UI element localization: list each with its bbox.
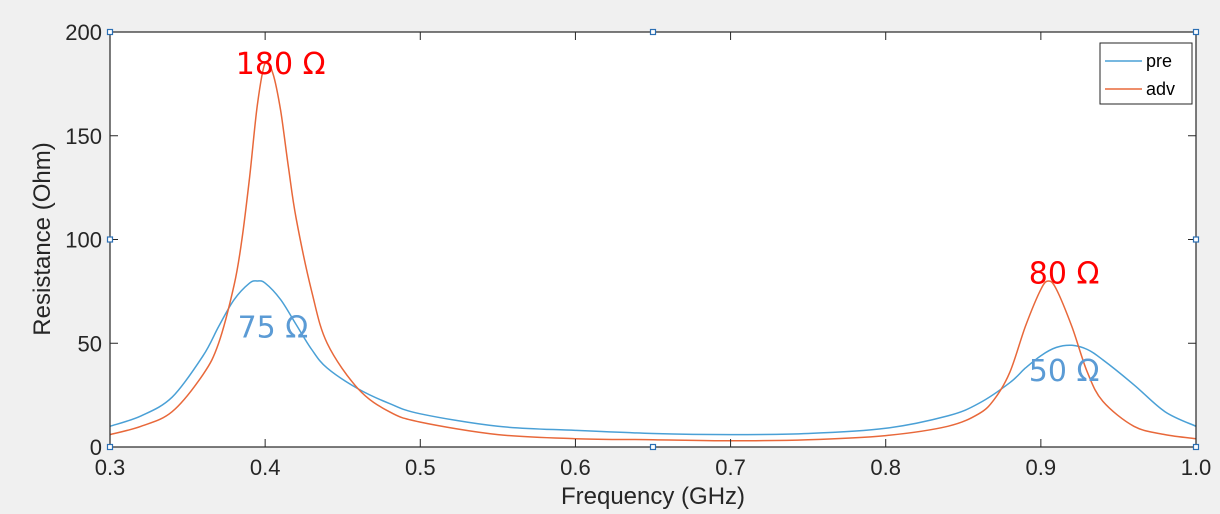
peak-annotation: 75 Ω — [238, 311, 309, 346]
y-tick-label: 100 — [65, 228, 102, 253]
resize-handle[interactable] — [649, 28, 657, 36]
selection-handles[interactable] — [106, 28, 1200, 451]
y-tick-label: 200 — [65, 20, 102, 45]
x-tick-label: 0.6 — [560, 455, 591, 480]
x-tick-label: 0.8 — [870, 455, 901, 480]
resize-handle[interactable] — [1192, 236, 1200, 243]
y-tick-label: 50 — [78, 331, 102, 356]
resize-handle[interactable] — [106, 28, 114, 36]
x-tick-label: 0.5 — [405, 455, 436, 480]
y-tick-label: 0 — [90, 435, 102, 460]
legend-label-adv: adv — [1146, 79, 1175, 99]
peak-annotation: 50 Ω — [1029, 354, 1100, 389]
peak-annotation: 180 Ω — [236, 47, 326, 82]
x-axis-label: Frequency (GHz) — [561, 483, 745, 510]
series-layer — [109, 60, 1197, 442]
x-tick-label: 0.3 — [95, 455, 126, 480]
y-tick-label: 150 — [65, 124, 102, 149]
legend-label-pre: pre — [1146, 51, 1172, 71]
y-axis-label: Resistance (Ohm) — [29, 142, 56, 335]
peak-annotation: 80 Ω — [1029, 257, 1100, 292]
x-tick-label: 0.4 — [250, 455, 281, 480]
x-tick-label: 1.0 — [1181, 455, 1212, 480]
x-tick-label: 0.9 — [1026, 455, 1057, 480]
x-tick-label: 0.7 — [715, 455, 746, 480]
resize-handle[interactable] — [1192, 28, 1200, 36]
resize-handle[interactable] — [106, 236, 114, 243]
series-line-adv — [109, 60, 1197, 442]
resize-handle[interactable] — [106, 443, 114, 451]
ticks-layer: 0.3 0.4 0.5 0.6 0.7 0.8 0.9 1.0 0 50 100 150 200 — [65, 20, 1211, 480]
series-line-pre — [109, 280, 1197, 436]
legend-box — [1099, 42, 1193, 105]
annotations-layer: 180 Ω 75 Ω 80 Ω 50 Ω — [236, 47, 1100, 389]
resize-handle[interactable] — [1192, 443, 1200, 451]
legend[interactable]: pre adv — [1099, 42, 1193, 105]
resize-handle[interactable] — [649, 443, 657, 451]
